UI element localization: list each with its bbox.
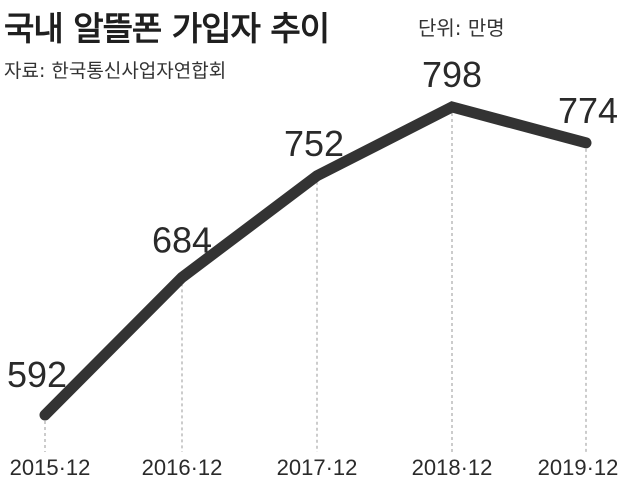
data-label-4: 774 [558, 90, 618, 131]
data-label-2: 752 [284, 123, 344, 164]
x-tick-label-1: 2016·12 [142, 455, 223, 480]
data-label-1: 684 [152, 219, 212, 260]
chart-title: 국내 알뜰폰 가입자 추이 [4, 9, 330, 48]
x-tick-label-3: 2018·12 [412, 455, 493, 480]
series-line-group [39, 101, 592, 421]
guide-lines [44, 106, 587, 452]
series-line [39, 101, 592, 421]
data-label-0: 592 [7, 354, 67, 395]
x-tick-label-0: 2015·12 [10, 455, 91, 480]
unit-label: 단위: 만명 [418, 16, 505, 40]
x-tick-labels: 2015·12 2016·12 2017·12 2018·12 2019·12 [10, 455, 619, 480]
source-label: 자료: 한국통신사업자연합회 [4, 60, 227, 82]
data-labels: 592 684 752 798 774 [7, 54, 618, 395]
x-tick-label-4: 2019·12 [538, 455, 619, 480]
x-tick-label-2: 2017·12 [277, 455, 358, 480]
data-label-3: 798 [422, 54, 482, 95]
